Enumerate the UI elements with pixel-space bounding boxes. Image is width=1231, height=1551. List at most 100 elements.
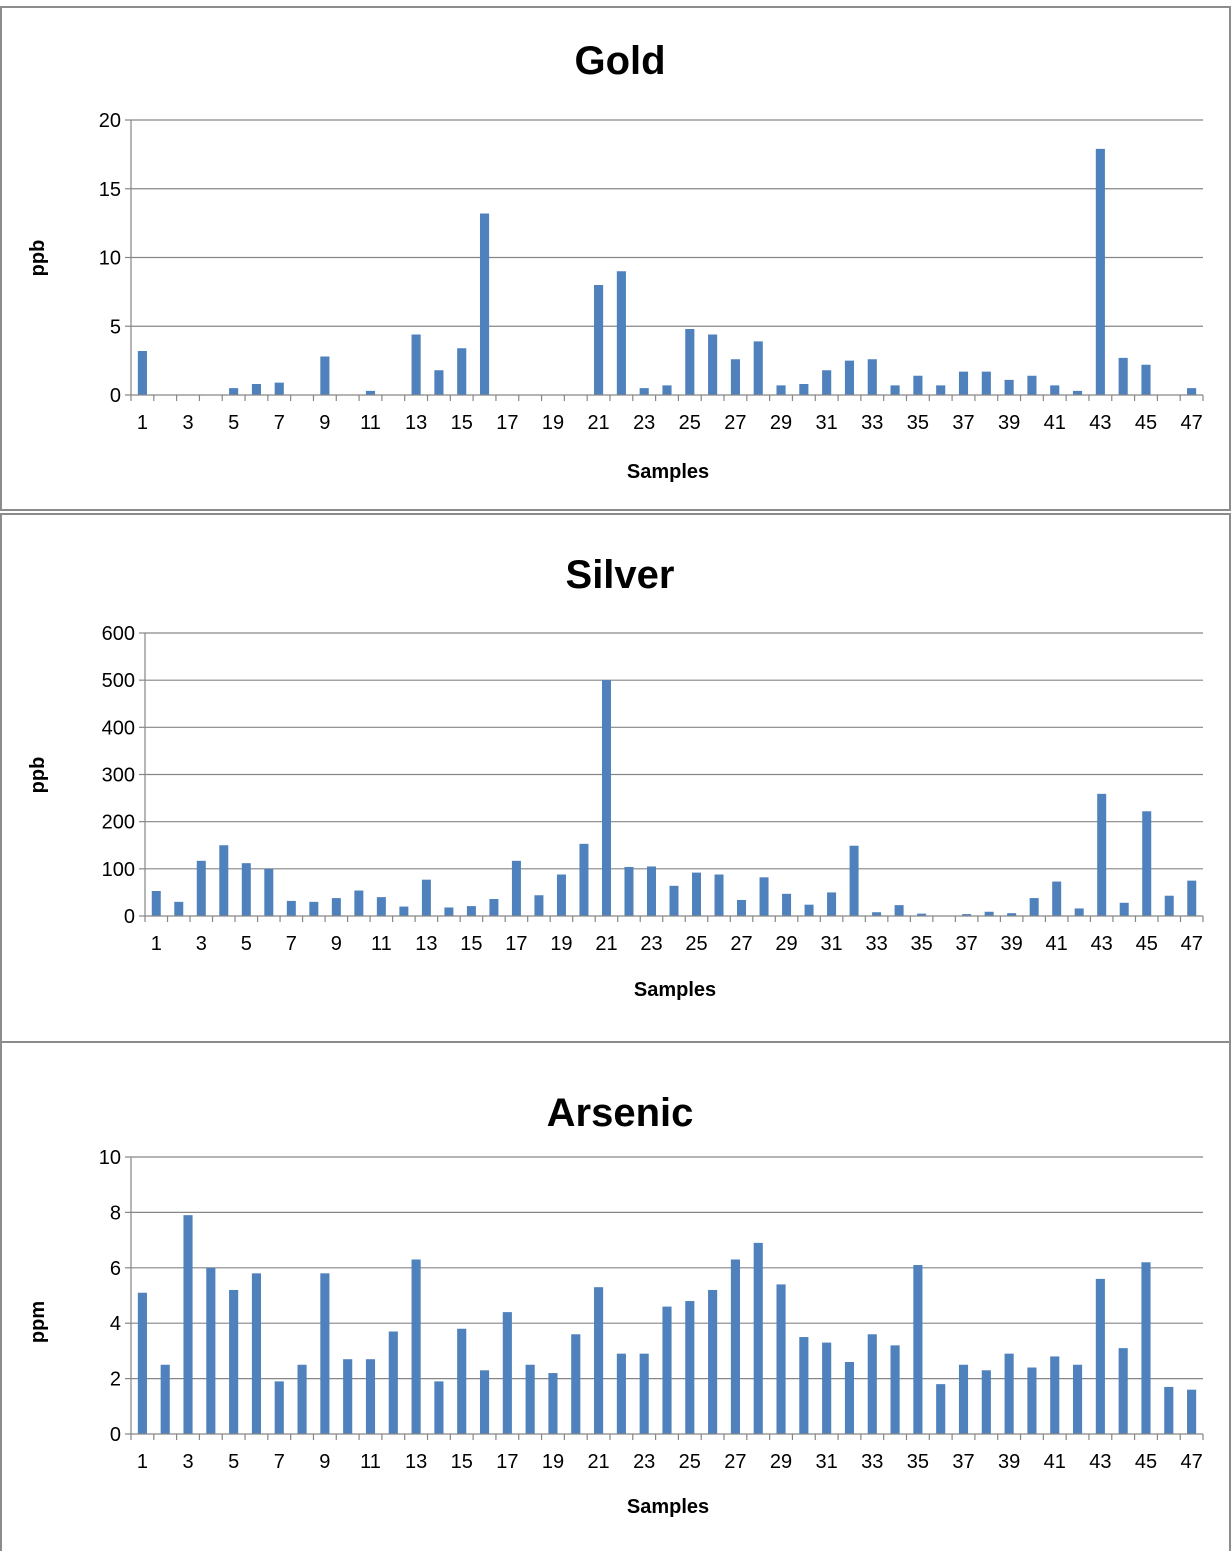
x-tick-label: 43 — [1089, 412, 1111, 434]
bar-16 — [479, 1370, 490, 1434]
bar-33 — [776, 385, 786, 395]
bar-21 — [601, 680, 611, 916]
x-tick-label: 39 — [998, 1451, 1020, 1473]
bar-31 — [730, 359, 740, 395]
bar-22 — [624, 866, 634, 916]
bar-42 — [1072, 1364, 1083, 1434]
bars — [151, 680, 1197, 916]
bar-5 — [241, 863, 251, 916]
x-tick-label: 21 — [587, 412, 609, 434]
bar-46 — [1164, 895, 1174, 916]
y-tick-label: 500 — [102, 670, 135, 692]
x-tick-label: 39 — [998, 412, 1020, 434]
x-tick-label: 21 — [587, 1451, 609, 1473]
bar-28 — [662, 385, 672, 395]
bar-11 — [376, 897, 386, 916]
bar-20 — [571, 1334, 581, 1434]
y-tick-label: 2 — [110, 1369, 121, 1391]
bar-45 — [1050, 385, 1060, 395]
x-tick-label: 3 — [182, 412, 193, 434]
bar-32 — [844, 1361, 855, 1434]
x-tick-label: 31 — [820, 933, 842, 955]
bar-47 — [1095, 148, 1105, 395]
x-tick-label: 43 — [1091, 933, 1113, 955]
x-tick-label: 41 — [1044, 412, 1066, 434]
bar-2 — [160, 1364, 170, 1434]
bar-1 — [137, 1292, 147, 1434]
x-tick-label: 3 — [182, 1451, 193, 1473]
bar-3 — [183, 1215, 193, 1434]
bar-8 — [297, 1364, 307, 1434]
gridlines — [125, 1156, 1203, 1435]
x-tick-label: 13 — [415, 933, 437, 955]
bar-46 — [1164, 1386, 1174, 1434]
bar-43 — [1095, 1278, 1105, 1434]
chart-title: Gold — [574, 39, 665, 83]
x-tick-label: 27 — [724, 1451, 746, 1473]
x-tick-label: 9 — [331, 933, 342, 955]
bar-42 — [1074, 908, 1084, 916]
bar-5 — [229, 1289, 239, 1434]
x-tick-label: 43 — [1089, 1451, 1111, 1473]
x-tick-label: 37 — [952, 412, 974, 434]
bar-47 — [1187, 1389, 1197, 1434]
x-tick-label: 5 — [241, 933, 252, 955]
x-tick-label: 47 — [1181, 933, 1203, 955]
bar-24 — [662, 1306, 672, 1434]
y-axis-label: ppb — [27, 757, 49, 794]
bar-33 — [872, 912, 882, 916]
bar-15 — [457, 348, 467, 395]
bar-46 — [1072, 390, 1083, 395]
chart-title: Arsenic — [547, 1091, 694, 1135]
x-tick-label: 1 — [137, 1451, 148, 1473]
bar-7 — [274, 1381, 284, 1434]
x-tick-label: 7 — [274, 412, 285, 434]
bar-21 — [594, 1287, 604, 1434]
x-tick-label: 23 — [633, 412, 655, 434]
x-tick-label: 27 — [724, 412, 746, 434]
bar-15 — [457, 1328, 467, 1434]
bar-36 — [936, 1384, 946, 1434]
bar-32 — [849, 845, 859, 916]
bar-28 — [759, 877, 769, 916]
bar-25 — [685, 1301, 695, 1434]
bar-12 — [399, 906, 409, 916]
x-tick-label: 25 — [679, 1451, 701, 1473]
x-tick-label: 15 — [451, 412, 473, 434]
bar-26 — [616, 271, 626, 395]
bar-18 — [534, 895, 544, 916]
bar-11 — [365, 390, 376, 395]
bar-43 — [1004, 379, 1014, 395]
x-tick-label: 15 — [460, 933, 482, 955]
x-tick-label: 17 — [505, 933, 527, 955]
bar-41 — [1052, 881, 1062, 916]
bar-9 — [320, 356, 330, 395]
x-tick-label: 39 — [1001, 933, 1023, 955]
x-tick-label: 45 — [1136, 933, 1158, 955]
bar-1 — [137, 351, 147, 395]
bar-45 — [1142, 811, 1152, 916]
x-tick-label: 41 — [1046, 933, 1068, 955]
bar-14 — [434, 1381, 444, 1434]
bar-9 — [331, 898, 341, 916]
bar-29 — [782, 893, 792, 916]
silver-chart-panel: Silver ppb Samples 0 100 200 300 400 500 600 1 3… — [0, 513, 1231, 1045]
bar-35 — [913, 1265, 923, 1434]
bar-13 — [411, 334, 421, 395]
gridlines — [139, 632, 1203, 917]
bar-34 — [890, 1345, 900, 1434]
x-tick-label: 37 — [956, 933, 978, 955]
y-tick-label: 0 — [110, 1424, 121, 1446]
bar-6 — [251, 384, 262, 395]
bar-23 — [646, 866, 656, 916]
x-tick-label: 1 — [151, 933, 162, 955]
bar-14 — [434, 370, 444, 395]
x-tick-label: 35 — [910, 933, 932, 955]
bar-29 — [776, 1284, 786, 1434]
y-tick-label: 5 — [110, 316, 121, 338]
bar-7 — [286, 900, 296, 916]
x-tick-label: 45 — [1135, 1451, 1157, 1473]
x-tick-label: 31 — [816, 1451, 838, 1473]
bars — [137, 1215, 1197, 1434]
x-tick-label: 13 — [405, 412, 427, 434]
